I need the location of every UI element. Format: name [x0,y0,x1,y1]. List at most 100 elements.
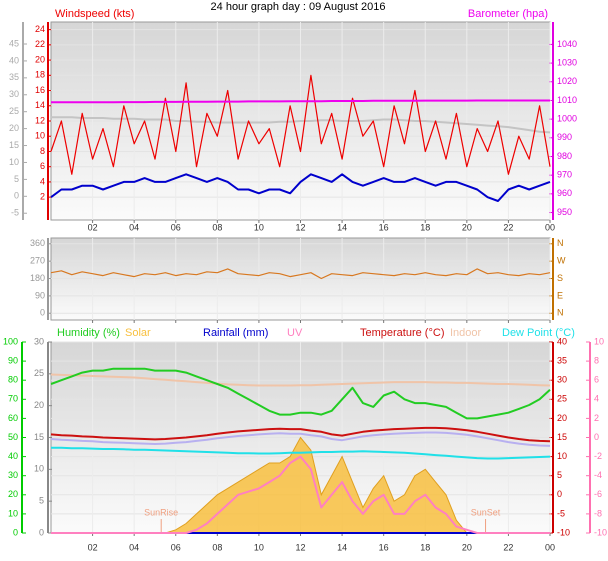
y-tick-label: 14 [35,100,45,110]
y-tick-label: 1000 [557,114,577,124]
y-tick-label: -8 [594,508,602,518]
y-tick-label: 20 [9,123,19,133]
y-tick-label: 10 [9,157,19,167]
legend-label: UV [287,327,303,339]
legend-label: Rainfall (mm) [203,327,268,339]
y-tick-label: 25 [9,106,19,116]
x-tick-label: 04 [129,222,139,232]
y-tick-label: 1030 [557,57,577,67]
y-tick-label: 15 [557,432,567,442]
y-tick-label: 950 [557,207,572,217]
y-tick-label: 10 [557,451,567,461]
x-tick-label: 08 [212,542,222,552]
y-tick-label: 2 [40,192,45,202]
y-tick-label: 40 [8,451,18,461]
y-tick-label: 10 [594,336,604,346]
y-tick-label: 12 [35,115,45,125]
y-tick-label: 0 [39,527,44,537]
line [50,373,551,387]
y-tick-label: 40 [557,336,567,346]
line [50,426,551,443]
line [50,431,551,447]
y-tick-label: 180 [30,273,45,283]
y-tick-label: 20 [35,54,45,64]
line [50,268,551,280]
x-tick-label: 20 [462,542,472,552]
y-tick-label: -5 [557,508,565,518]
y-tick-label: 16 [35,85,45,95]
y-tick-label: 30 [34,336,44,346]
y-tick-label: 20 [34,400,44,410]
y-tick-label: -10 [594,527,607,537]
chart-title: 24 hour graph day : 09 August 2016 [211,1,386,13]
x-tick-label: 12 [295,222,305,232]
y-tick-label: 270 [30,256,45,266]
y-tick-label: S [557,273,563,283]
y-tick-label: 4 [594,394,599,404]
y-tick-label: 990 [557,132,572,142]
x-tick-label: 06 [171,542,181,552]
annotation: SunRise [144,507,178,517]
y-tick-label: 360 [30,238,45,248]
y-tick-label: 35 [557,355,567,365]
y-tick-label: 4 [40,176,45,186]
y-tick-label: 30 [9,89,19,99]
y-tick-label: 8 [40,146,45,156]
y-tick-label: 60 [8,413,18,423]
x-tick-label: 02 [88,222,98,232]
line [50,74,551,175]
y-tick-label: 1040 [557,39,577,49]
y-tick-label: 0 [557,489,562,499]
y-tick-label: -10 [557,527,570,537]
x-tick-label: 10 [254,542,264,552]
y-tick-label: 18 [35,70,45,80]
y-tick-label: 25 [557,394,567,404]
y-tick-label: -5 [11,208,19,218]
legend-label: Temperature (°C) [360,327,444,339]
y-tick-label: E [557,290,563,300]
y-tick-label: 960 [557,188,572,198]
y-tick-label: 25 [34,368,44,378]
y-tick-label: 970 [557,170,572,180]
y-tick-label: 90 [8,355,18,365]
x-tick-label: 00 [545,222,555,232]
y-tick-label: 45 [9,38,19,48]
x-tick-label: 22 [503,222,513,232]
x-tick-label: 04 [129,542,139,552]
x-tick-label: 10 [254,222,264,232]
annotation: SunSet [471,507,501,517]
y-tick-label: 6 [40,161,45,171]
y-tick-label: 15 [34,432,44,442]
y-tick-label: 10 [35,131,45,141]
y-tick-label: -2 [594,451,602,461]
x-tick-label: 16 [379,222,389,232]
y-tick-label: 30 [8,470,18,480]
legend-label: Indoor [450,327,482,339]
x-tick-label: 14 [337,222,347,232]
x-tick-label: 20 [462,222,472,232]
y-tick-label: 100 [3,336,18,346]
y-tick-label: 22 [35,39,45,49]
y-tick-label: 8 [594,355,599,365]
y-tick-label: 24 [35,24,45,34]
line [51,116,551,134]
y-tick-label: 90 [35,290,45,300]
x-tick-label: 16 [379,542,389,552]
y-tick-label: 2 [594,413,599,423]
legend-label: Solar [125,327,151,339]
y-tick-label: 15 [9,140,19,150]
x-tick-label: 08 [212,222,222,232]
y-tick-label: 5 [557,470,562,480]
line [50,173,551,202]
x-tick-label: 06 [171,222,181,232]
y-tick-label: 0 [40,308,45,318]
y-tick-label: 980 [557,151,572,161]
y-tick-label: -4 [594,470,602,480]
y-tick-label: 40 [9,55,19,65]
line [50,367,551,420]
legend-label: Dew Point (°C) [502,327,575,339]
legend-label: Humidity (%) [57,327,120,339]
x-tick-label: 18 [420,542,430,552]
y-tick-label: N [557,238,564,248]
